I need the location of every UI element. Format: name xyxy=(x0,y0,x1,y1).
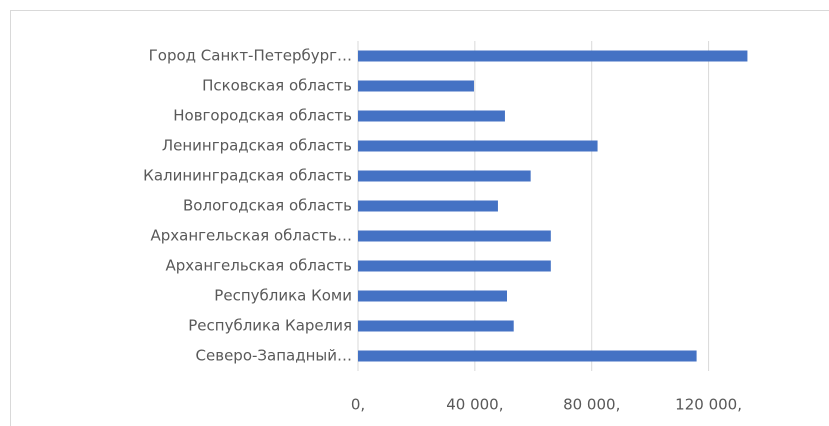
y-tick-label: Псковская область xyxy=(202,77,352,95)
bar xyxy=(358,290,507,302)
x-tick-label: 0, xyxy=(351,396,365,414)
bar xyxy=(358,320,514,332)
x-tick-label: 80 000, xyxy=(563,396,620,414)
y-tick-label: Северо-Западный… xyxy=(196,347,352,365)
chart-frame xyxy=(10,10,829,426)
y-tick-label: Вологодская область xyxy=(183,197,352,215)
bar xyxy=(358,110,505,122)
bar xyxy=(358,350,697,362)
bar xyxy=(358,230,551,242)
bar xyxy=(358,200,498,212)
y-tick-label: Калининградская область xyxy=(143,167,352,185)
y-tick-label: Архангельская область xyxy=(165,257,352,275)
bar xyxy=(358,260,551,272)
y-tick-label: Ленинградская область xyxy=(162,137,352,155)
y-tick-label: Архангельская область… xyxy=(150,227,352,245)
bar xyxy=(358,140,598,152)
bar xyxy=(358,80,474,92)
x-tick-label: 120 000, xyxy=(675,396,742,414)
bar xyxy=(358,170,531,182)
y-tick-label: Республика Карелия xyxy=(188,317,352,335)
y-tick-label: Город Санкт-Петербург… xyxy=(149,47,352,65)
bar xyxy=(358,50,748,62)
x-tick-label: 40 000, xyxy=(446,396,503,414)
y-tick-label: Новгородская область xyxy=(173,107,352,125)
y-tick-label: Республика Коми xyxy=(214,287,352,305)
